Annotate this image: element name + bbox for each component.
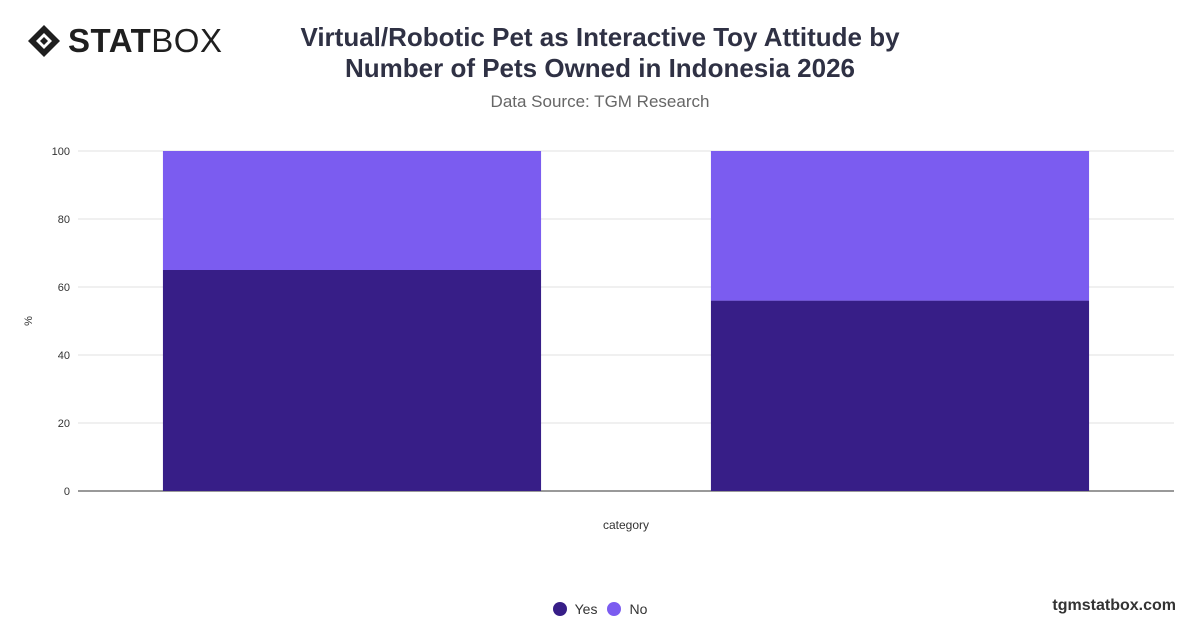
legend-swatch-yes [552, 602, 567, 616]
y-axis-label: % [23, 316, 35, 326]
y-tick-label-80: 80 [58, 214, 70, 226]
legend-label-no: No [629, 601, 648, 617]
chart-subtitle: Data Source: TGM Research [490, 92, 710, 111]
y-tick-label-100: 100 [52, 146, 70, 158]
legend-label-yes: Yes [574, 601, 598, 617]
logo-text-bold: STAT [68, 22, 152, 59]
bar-no-1 [162, 151, 542, 270]
chart-title: Virtual/Robotic Pet as Interactive Toy A… [250, 22, 950, 84]
bar-yes-2 [710, 300, 1090, 491]
x-axis-label: category [603, 518, 649, 532]
y-tick-label-0: 0 [64, 486, 70, 498]
y-tick-label-40: 40 [58, 350, 70, 362]
chart-title-line2: Number of Pets Owned in Indonesia 2026 [344, 53, 855, 83]
y-tick-label-60: 60 [58, 282, 70, 294]
y-tick-label-20: 20 [58, 418, 70, 430]
legend-item-no[interactable]: No [607, 601, 647, 617]
footer-site-url: tgmstatbox.com [1052, 597, 1176, 614]
statbox-logo: STATBOX [26, 22, 222, 60]
legend-swatch-no [607, 602, 622, 616]
logo-wordmark: STATBOX [68, 23, 222, 59]
bar-yes-1 [162, 270, 542, 491]
logo-text-light: BOX [151, 22, 223, 59]
bar-no-2 [710, 151, 1090, 301]
statbox-diamond-icon [28, 25, 60, 57]
chart-title-line1: Virtual/Robotic Pet as Interactive Toy A… [300, 22, 900, 52]
chart-legend: Yes No [0, 601, 1200, 617]
legend-item-yes[interactable]: Yes [552, 601, 598, 617]
